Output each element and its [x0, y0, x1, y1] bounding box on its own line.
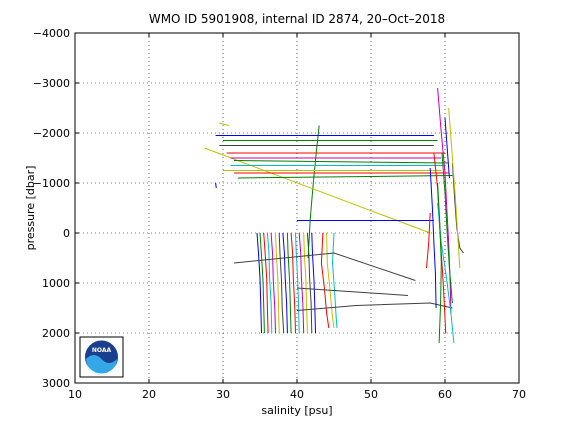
profile-series-line — [259, 232, 265, 334]
profile-series-line — [326, 232, 335, 329]
y-tick-label: −1000 — [33, 177, 70, 190]
y-tick-label: 2000 — [42, 327, 70, 340]
y-tick-label: −3000 — [33, 77, 70, 90]
profile-series-line — [298, 232, 305, 334]
y-axis-label: pressure [dbar] — [24, 166, 37, 251]
x-tick-label: 10 — [68, 388, 82, 401]
data-series — [204, 87, 464, 344]
x-tick-label: 50 — [364, 388, 378, 401]
axis-ticks: 10 20 30 40 50 60 70 −4000 −3000 −2000 −1000 0 1000 2… — [33, 27, 526, 401]
profile-series-line — [219, 122, 230, 126]
x-tick-label: 20 — [142, 388, 156, 401]
profile-series-line — [275, 232, 280, 334]
profile-series-line — [295, 232, 300, 334]
y-tick-label: 0 — [63, 227, 70, 240]
profile-series-line — [448, 107, 461, 269]
profile-series-line — [429, 167, 437, 309]
profile-series-line — [296, 287, 409, 296]
profile-series-line — [266, 232, 273, 334]
noaa-logo: NOAA — [79, 336, 124, 378]
svg-text:NOAA: NOAA — [92, 347, 112, 354]
profile-series-line — [307, 125, 320, 259]
profile-series-line — [256, 232, 262, 334]
profile-series-line — [278, 232, 285, 334]
profile-series-line — [296, 302, 453, 311]
profile-series-line — [282, 232, 288, 334]
x-tick-label: 40 — [290, 388, 304, 401]
profile-series-line — [234, 252, 416, 281]
x-tick-label: 60 — [438, 388, 452, 401]
profile-series-line — [286, 232, 292, 334]
profile-series-line — [303, 232, 308, 334]
profile-series-line — [263, 232, 269, 334]
profile-series-line — [215, 182, 217, 189]
profile-series-line — [290, 232, 296, 334]
profile-series-line — [437, 182, 442, 344]
profile-series-line — [320, 232, 330, 329]
x-axis-label: salinity [psu] — [261, 404, 332, 417]
profile-series-line — [204, 147, 431, 234]
profile-series-line — [426, 212, 431, 269]
x-tick-label: 30 — [216, 388, 230, 401]
profile-series-line — [234, 160, 449, 164]
profile-series-line — [441, 152, 453, 304]
y-tick-label: −4000 — [33, 27, 70, 40]
y-tick-label: 3000 — [42, 377, 70, 390]
profile-series-line — [237, 175, 453, 179]
chart-title: WMO ID 5901908, internal ID 2874, 20–Oct… — [149, 12, 445, 26]
profile-series-line — [311, 232, 316, 334]
profile-series-line — [444, 117, 450, 179]
y-tick-label: −2000 — [33, 127, 70, 140]
y-tick-label: 1000 — [42, 277, 70, 290]
x-tick-label: 70 — [512, 388, 526, 401]
profile-series-line — [270, 232, 276, 334]
